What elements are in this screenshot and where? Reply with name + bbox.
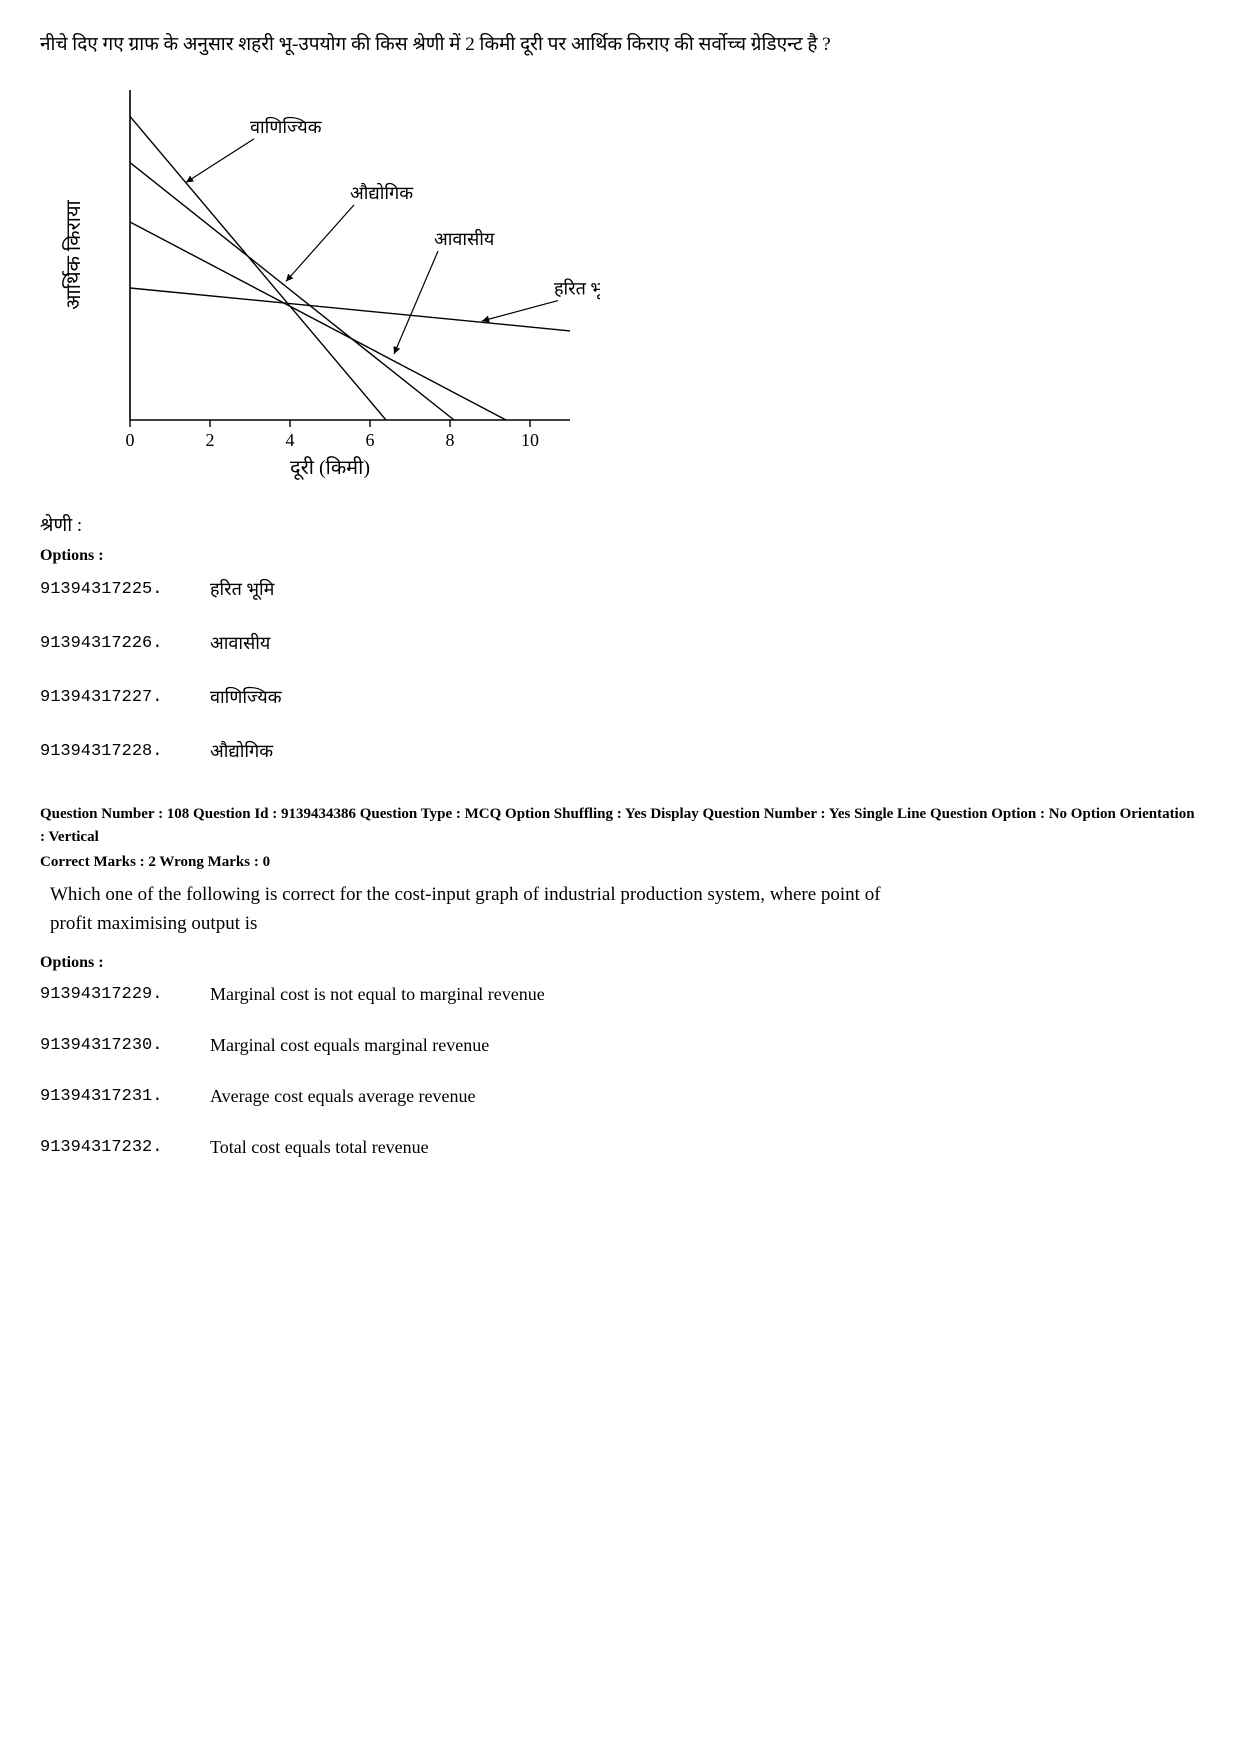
option-row[interactable]: 91394317232.Total cost equals total reve… <box>40 1137 1200 1158</box>
svg-text:दूरी (किमी): दूरी (किमी) <box>290 456 370 480</box>
svg-text:वाणिज्यिक: वाणिज्यिक <box>250 116 323 137</box>
option-text: Average cost equals average revenue <box>210 1086 476 1107</box>
option-row[interactable]: 91394317226.आवासीय <box>40 631 1200 655</box>
q2-options-list: 91394317229.Marginal cost is not equal t… <box>40 984 1200 1158</box>
option-text: वाणिज्यिक <box>210 685 282 709</box>
q1-options-list: 91394317225.हरित भूमि91394317226.आवासीय9… <box>40 577 1200 763</box>
option-text: हरित भूमि <box>210 577 274 601</box>
option-row[interactable]: 91394317225.हरित भूमि <box>40 577 1200 601</box>
option-id: 91394317227. <box>40 688 210 707</box>
svg-text:8: 8 <box>446 430 455 450</box>
svg-text:आर्थिक किराया: आर्थिक किराया <box>62 200 85 310</box>
svg-text:हरित भूमि: हरित भूमि <box>554 278 600 300</box>
option-row[interactable]: 91394317227.वाणिज्यिक <box>40 685 1200 709</box>
svg-text:औद्योगिक: औद्योगिक <box>350 182 414 203</box>
q1-prompt: नीचे दिए गए ग्राफ के अनुसार शहरी भू-उपयो… <box>40 30 1200 60</box>
option-row[interactable]: 91394317231.Average cost equals average … <box>40 1086 1200 1107</box>
option-id: 91394317228. <box>40 742 210 761</box>
q2-marks: Correct Marks : 2 Wrong Marks : 0 <box>40 854 1200 871</box>
option-text: Marginal cost is not equal to marginal r… <box>210 984 545 1005</box>
q2-options-heading: Options : <box>40 954 1200 972</box>
option-id: 91394317229. <box>40 985 210 1004</box>
svg-text:2: 2 <box>206 430 215 450</box>
option-row[interactable]: 91394317229.Marginal cost is not equal t… <box>40 984 1200 1005</box>
option-text: आवासीय <box>210 631 270 655</box>
option-row[interactable]: 91394317230.Marginal cost equals margina… <box>40 1035 1200 1056</box>
option-text: औद्योगिक <box>210 739 273 763</box>
chart-svg: 0 2 4 6 8 10 दूरी (किमी) आर्थिक किराया वाणिज्यिक… <box>40 70 600 490</box>
option-text: Total cost equals total revenue <box>210 1137 429 1158</box>
option-id: 91394317231. <box>40 1087 210 1106</box>
svg-text:0: 0 <box>126 430 135 450</box>
q2-prompt: Which one of the following is correct fo… <box>50 881 890 938</box>
category-label: श्रेणी : <box>40 511 1200 537</box>
option-id: 91394317226. <box>40 634 210 653</box>
svg-text:10: 10 <box>521 430 539 450</box>
option-text: Marginal cost equals marginal revenue <box>210 1035 489 1056</box>
svg-text:6: 6 <box>366 430 375 450</box>
option-id: 91394317230. <box>40 1036 210 1055</box>
svg-text:4: 4 <box>286 430 295 450</box>
option-id: 91394317232. <box>40 1138 210 1157</box>
q1-options-heading: Options : <box>40 547 1200 565</box>
q2-meta: Question Number : 108 Question Id : 9139… <box>40 803 1200 848</box>
option-id: 91394317225. <box>40 580 210 599</box>
option-row[interactable]: 91394317228.औद्योगिक <box>40 739 1200 763</box>
bid-rent-chart: 0 2 4 6 8 10 दूरी (किमी) आर्थिक किराया वाणिज्यिक… <box>40 70 1200 495</box>
svg-text:आवासीय: आवासीय <box>434 228 495 249</box>
